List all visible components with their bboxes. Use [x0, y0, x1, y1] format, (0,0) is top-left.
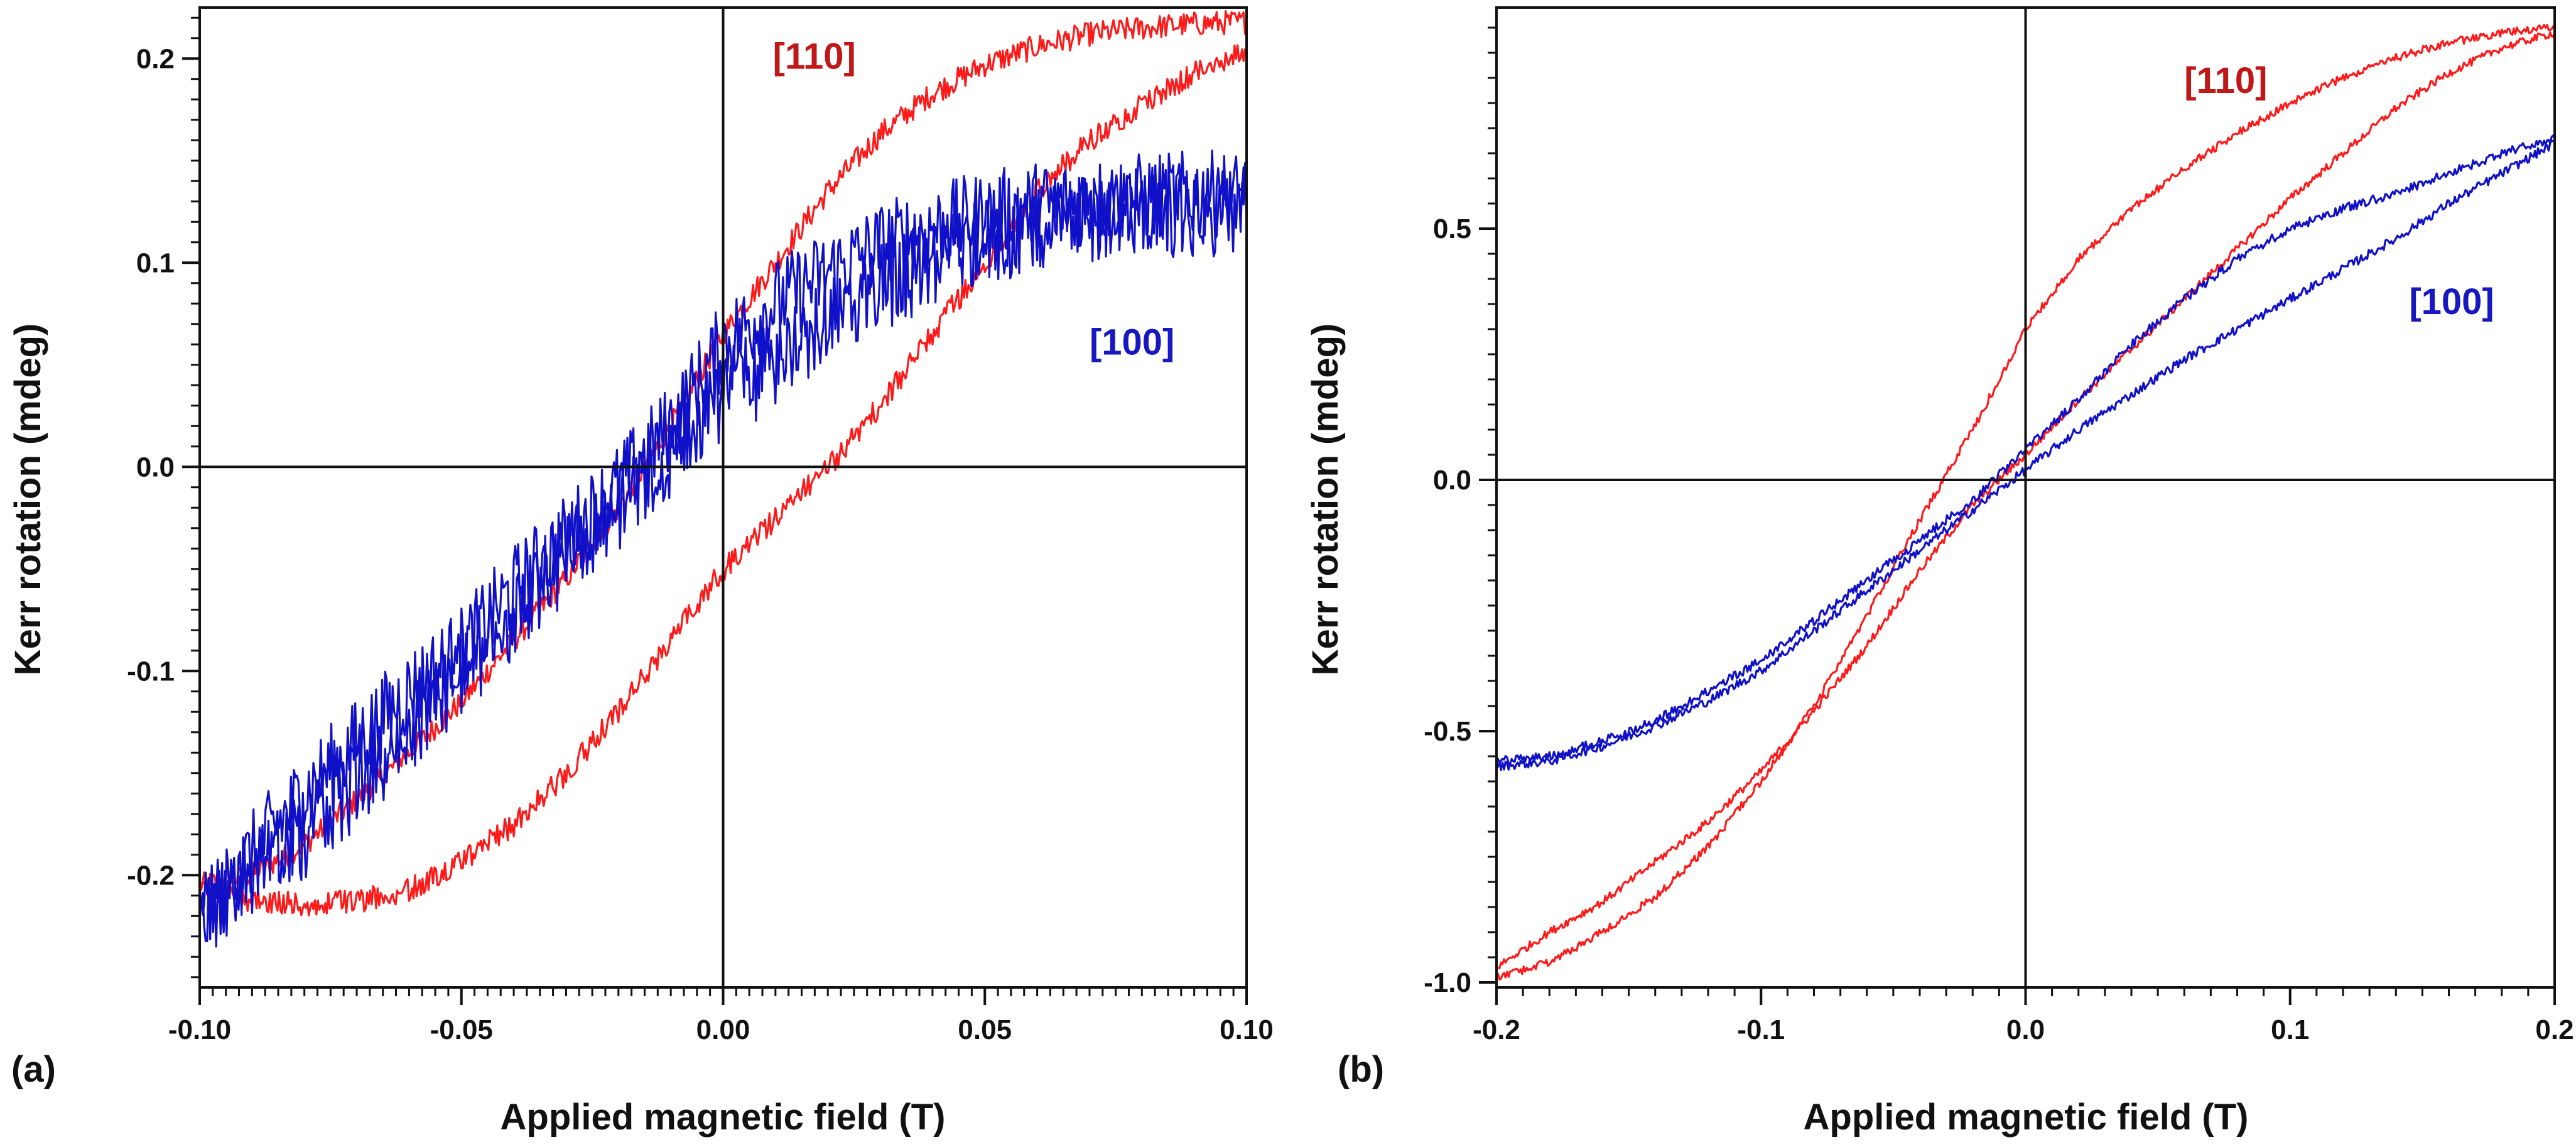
- panel-b-y-tick-label: 0.5: [1433, 214, 1471, 244]
- panel-a-frame: [198, 6, 1248, 989]
- panel-a-label-100: [100]: [1090, 322, 1174, 363]
- panel-b-label-110: [110]: [2184, 60, 2267, 101]
- panel-b-x-tick-label: -0.2: [1473, 1014, 1520, 1045]
- panel-b-x-tick-label: 0.2: [2535, 1014, 2573, 1045]
- panel-a-ylabel: Kerr rotation (mdeg): [8, 323, 48, 676]
- panel-b-ylabel: Kerr rotation (mdeg): [1305, 323, 1346, 676]
- panel-a: -0.10 -0.05 0.00 0.05 0.10-0.2-0.10.00.10.2 …: [8, 6, 1274, 1138]
- panel-b-label: (b): [1338, 1049, 1384, 1090]
- panel-b-y-tick-label: -0.5: [1424, 716, 1471, 747]
- panel-a-ticks: -0.10 -0.05 0.00 0.05 0.10 -0.2 -0.1 0.0 0.1 0.2: [127, 16, 1274, 1045]
- panel-a-y-tick-label: -0.1: [127, 656, 175, 687]
- panel-a-x-tick-label: -0.05: [430, 1014, 493, 1045]
- panel-b-x-tick-label: 0.0: [2006, 1014, 2045, 1045]
- panel-a-y-tick-label: 0.0: [136, 452, 175, 482]
- panel-a-label: (a): [11, 1049, 56, 1090]
- panel-a-y-tick-label: 0.2: [136, 43, 175, 74]
- panel-b-x-tick-label: 0.1: [2271, 1014, 2309, 1045]
- panel-b-x-tick-label: -0.1: [1737, 1014, 1785, 1045]
- panel-b-y-tick-label: -1.0: [1424, 967, 1471, 998]
- panel-a-x-tick-label: 0.00: [696, 1014, 750, 1045]
- panel-a-y-tick-label: 0.1: [136, 247, 175, 278]
- panel-b-label-100: [100]: [2409, 281, 2494, 322]
- panel-b-ticks: -0.2 -0.1 0.0 0.1 0.2 -1.0 -0.5 0.0 0.5: [1424, 26, 2574, 1045]
- panel-a-x-tick-label: -0.10: [168, 1014, 231, 1045]
- panel-b-xlabel: Applied magnetic field (T): [1804, 1097, 2249, 1138]
- panel-a-y-tick-label: -0.2: [127, 860, 175, 891]
- panel-a-xlabel: Applied magnetic field (T): [501, 1097, 946, 1138]
- panel-a-x-tick-label: 0.05: [958, 1014, 1012, 1045]
- panel-b-y-tick-label: 0.0: [1433, 465, 1471, 496]
- panel-b: -0.2 -0.1 0.0 0.1 0.2 -1.0 -0.5 0.0 0.5 Applied …: [1305, 6, 2574, 1138]
- panel-a-x-tick-label: 0.10: [1220, 1014, 1274, 1045]
- panel-a-label-110: [110]: [773, 36, 856, 77]
